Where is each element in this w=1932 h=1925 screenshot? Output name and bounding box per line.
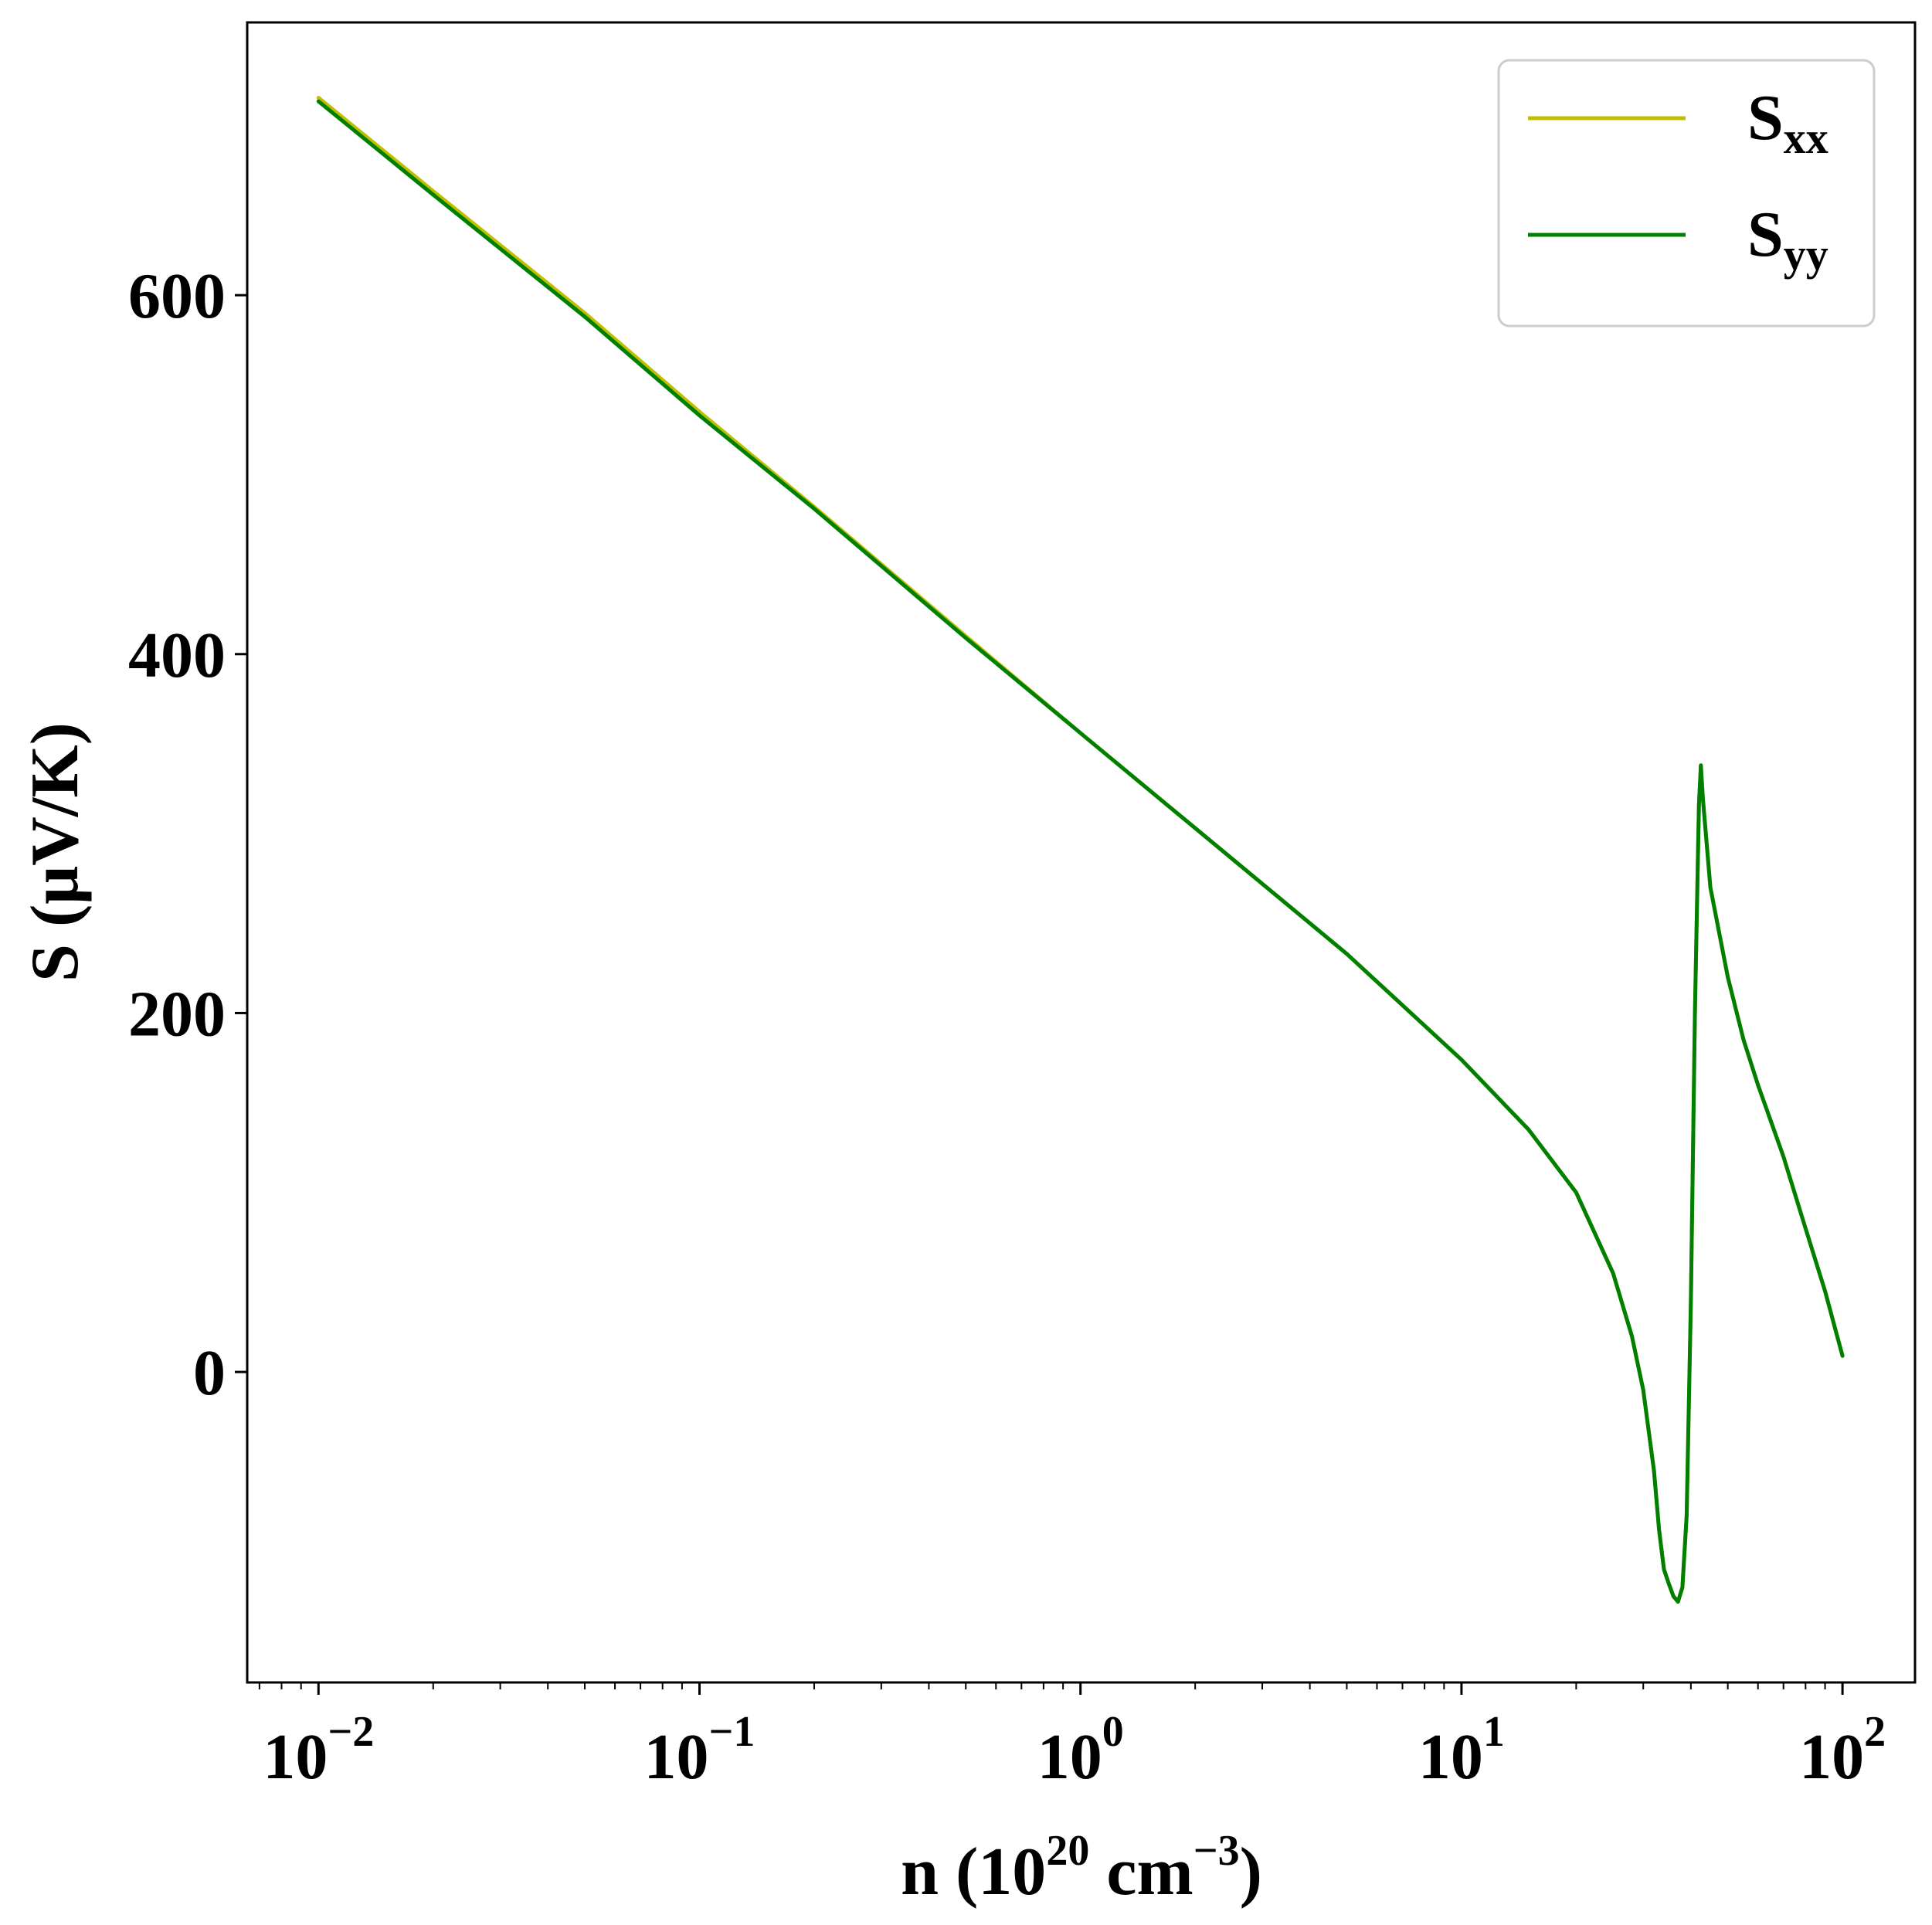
x-tick-label-exp-2: 0 — [1102, 1708, 1124, 1756]
legend-label-sxx-sub: xx — [1784, 113, 1828, 163]
x-tick-label-exp-4: 2 — [1864, 1708, 1886, 1756]
legend-label-syy: Syy — [1747, 199, 1828, 280]
x-axis-title-end: ) — [1240, 1835, 1262, 1910]
series-layer — [316, 96, 1845, 1604]
x-tick-label-base-0: 10 — [263, 1721, 328, 1793]
legend-label-syy-sub: yy — [1784, 229, 1828, 280]
x-tick-label-exp-0: −2 — [328, 1708, 374, 1756]
x-axis: 10−2 10−1 100 101 102 — [258, 1682, 1886, 1793]
x-axis-title-mid: cm — [1089, 1835, 1193, 1910]
x-tick-label-0: 10−2 — [263, 1708, 374, 1793]
y-tick-label-3: 600 — [128, 260, 226, 332]
y-tick-label-2: 400 — [128, 620, 226, 691]
legend: Sxx Syy — [1497, 59, 1876, 328]
x-tick-label-base-2: 10 — [1037, 1721, 1102, 1793]
series-line-1 — [316, 99, 1845, 1604]
x-tick-label-3: 101 — [1418, 1708, 1505, 1793]
x-tick-label-base-3: 10 — [1418, 1721, 1483, 1793]
x-axis-title-exp2: −3 — [1193, 1827, 1240, 1875]
y-tick-label-1: 200 — [128, 978, 226, 1050]
x-tick-label-exp-3: 1 — [1483, 1708, 1505, 1756]
y-tick-label-0: 0 — [193, 1337, 226, 1409]
legend-box — [1497, 59, 1876, 328]
x-tick-label-2: 100 — [1037, 1708, 1124, 1793]
y-axis: 0 200 400 600 — [128, 260, 247, 1409]
x-axis-title-exp: 20 — [1046, 1827, 1089, 1875]
x-tick-label-base-1: 10 — [644, 1721, 709, 1793]
x-tick-label-1: 10−1 — [644, 1708, 755, 1793]
x-tick-label-4: 102 — [1799, 1708, 1886, 1793]
x-axis-title: n (1020 cm−3) — [901, 1827, 1262, 1910]
x-tick-label-base-4: 10 — [1799, 1721, 1864, 1793]
legend-label-syy-base: S — [1747, 199, 1784, 270]
x-axis-title-main: n (10 — [901, 1835, 1046, 1910]
x-tick-label-exp-1: −1 — [709, 1708, 755, 1756]
legend-label-sxx-base: S — [1747, 82, 1784, 154]
y-axis-title: S (μV/K) — [18, 722, 93, 982]
legend-label-sxx: Sxx — [1747, 82, 1828, 163]
